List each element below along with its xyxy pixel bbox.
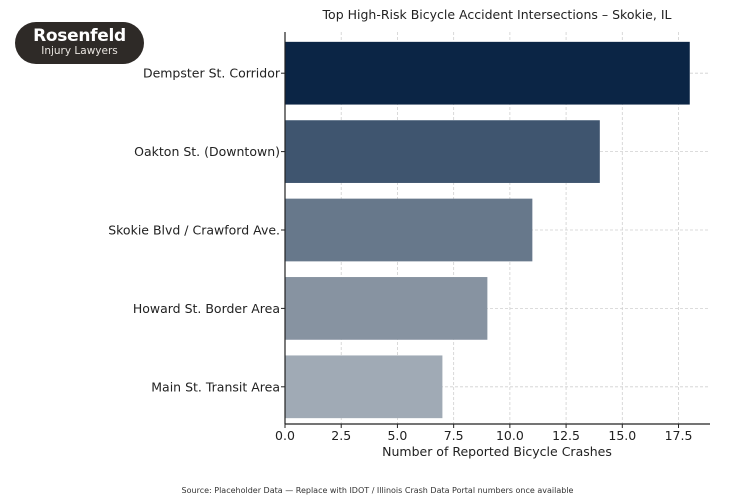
x-tick-label: 12.5	[552, 428, 580, 443]
y-tick-label: Howard St. Border Area	[133, 301, 280, 316]
y-tick-label: Dempster St. Corridor	[143, 66, 281, 81]
logo-tagline: Injury Lawyers	[41, 45, 118, 57]
y-tick-label: Oakton St. (Downtown)	[134, 144, 280, 159]
source-note: Source: Placeholder Data — Replace with …	[181, 486, 574, 495]
bar	[285, 120, 600, 183]
rosenfeld-logo: Rosenfeld Injury Lawyers	[15, 22, 144, 64]
x-tick-label: 2.5	[331, 428, 351, 443]
bar	[285, 355, 443, 419]
x-axis-label: Number of Reported Bicycle Crashes	[382, 444, 612, 459]
logo-name: Rosenfeld	[33, 26, 126, 46]
bar	[285, 277, 488, 340]
bar	[285, 41, 690, 105]
x-tick-label: 5.0	[387, 428, 407, 443]
y-tick-label: Main St. Transit Area	[151, 379, 280, 394]
x-tick-label: 0.0	[275, 428, 295, 443]
x-tick-label: 15.0	[608, 428, 636, 443]
chart-title: Top High-Risk Bicycle Accident Intersect…	[322, 7, 672, 22]
bar	[285, 198, 533, 262]
x-tick-label: 7.5	[444, 428, 464, 443]
y-tick-label: Skokie Blvd / Crawford Ave.	[108, 223, 280, 238]
x-tick-label: 10.0	[496, 428, 524, 443]
x-tick-label: 17.5	[665, 428, 693, 443]
